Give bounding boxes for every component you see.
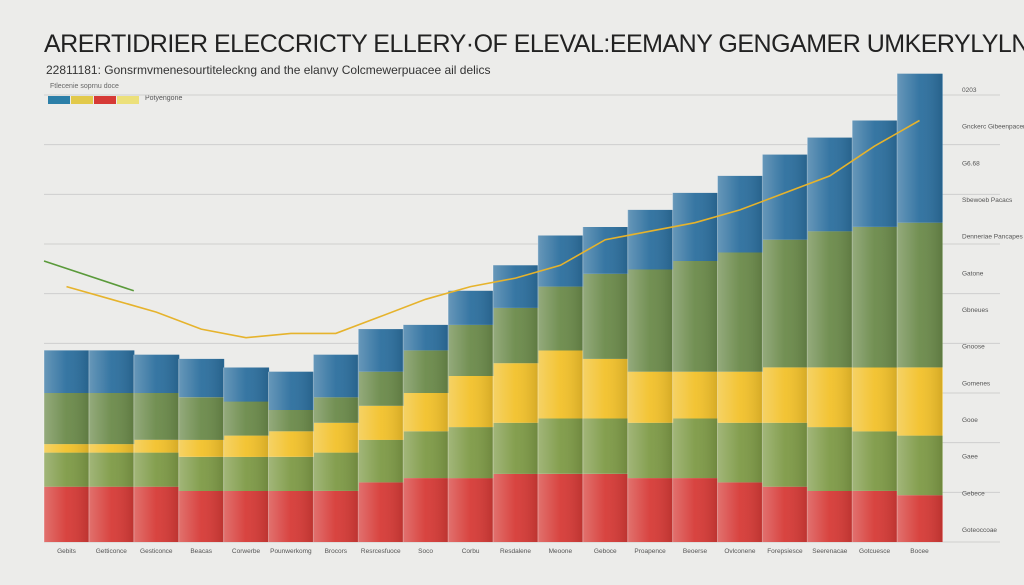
x-tick-label: Meoone	[549, 548, 573, 555]
right-axis: 0203 Gnckerc Gibeenpacen G6.68 Sbewoeb Paca…	[962, 87, 1024, 534]
column-highlight	[852, 120, 898, 542]
x-tick-label: Soco	[418, 548, 433, 555]
x-tick-label: Gebits	[57, 548, 77, 555]
trend-line-start	[43, 260, 135, 292]
right-tick-label: Gooe	[962, 417, 978, 424]
column-highlight	[807, 137, 853, 542]
x-tick-label: Corwerbe	[232, 548, 261, 555]
x-tick-label: Ovlconene	[724, 548, 755, 555]
column-highlight	[88, 350, 134, 542]
x-tick-label: Pounwerkomg	[270, 548, 312, 555]
x-tick-label: Geboce	[594, 548, 617, 555]
x-tick-label: Proapence	[634, 548, 666, 555]
trend-line	[66, 119, 920, 339]
right-tick-label: Gnoose	[962, 344, 985, 351]
right-tick-label: G6.68	[962, 160, 980, 167]
legend-swatch	[71, 96, 93, 104]
column-highlight	[627, 209, 673, 542]
right-tick-label: 0203	[962, 87, 977, 94]
right-tick-label: Gomenes	[962, 380, 991, 387]
x-tick-label: Gotcuesce	[859, 548, 890, 555]
right-tick-label: Gnckerc Gibeenpacen	[962, 124, 1024, 131]
column-highlight	[313, 354, 359, 542]
x-tick-label: Brocors	[325, 548, 348, 555]
column-highlight	[358, 329, 404, 542]
legend-swatch	[94, 96, 116, 104]
column-highlight	[44, 350, 89, 542]
x-tick-label: Gesticonce	[140, 548, 173, 555]
right-tick-label: Gebece	[962, 490, 985, 497]
right-tick-label: Gatone	[962, 270, 984, 277]
column-highlight	[672, 192, 718, 542]
x-tick-label: Seerenacae	[812, 548, 847, 555]
legend	[48, 96, 139, 104]
legend-swatch	[117, 96, 139, 104]
x-tick-label: Forepsiesce	[767, 548, 803, 555]
column-highlight	[178, 358, 224, 542]
right-tick-label: Sbewoeb Pacacs	[962, 197, 1013, 204]
x-tick-label: Corbu	[462, 548, 480, 555]
right-tick-label: Gbneues	[962, 307, 989, 314]
right-tick-label: Goteoccoae	[962, 527, 997, 534]
x-axis: Gebits Getticonce Gesticonce Beacas Corwerbe…	[57, 548, 929, 555]
legend-swatch	[48, 96, 70, 104]
column-highlight	[133, 354, 179, 542]
x-tick-label: Getticonce	[96, 548, 127, 555]
chart-title: ARERTIDRIER ELECCRICTY ELLERY·OF ELEVAL:…	[44, 30, 1024, 58]
column-highlight	[448, 290, 493, 542]
x-tick-label: Resdalene	[500, 548, 531, 555]
x-tick-label: Resrcesfuoce	[361, 548, 401, 555]
right-tick-label: Denneriae Pancapes	[962, 234, 1023, 241]
column-highlight	[403, 324, 449, 542]
x-tick-label: Beacas	[190, 548, 212, 555]
chart-subtitle: 22811181: Gonsrmvmenesourtiteleckng and …	[46, 63, 491, 77]
legend-note: Ftlecenie soprnu doce	[50, 83, 119, 90]
column-highlight	[582, 227, 628, 542]
x-tick-label: Bocee	[910, 548, 929, 555]
x-tick-label: Beoerse	[683, 548, 708, 555]
column-highlight	[493, 265, 538, 542]
column-highlight	[717, 175, 763, 542]
trend-line-group	[43, 119, 920, 339]
legend-label: Potyengone	[145, 95, 183, 102]
column-highlight	[223, 367, 269, 542]
column-overlay	[43, 73, 942, 542]
column-highlight	[537, 235, 583, 542]
column-highlight	[268, 371, 314, 542]
column-highlight	[762, 154, 808, 542]
right-tick-label: Gaee	[962, 454, 978, 461]
column-highlight	[897, 73, 942, 542]
